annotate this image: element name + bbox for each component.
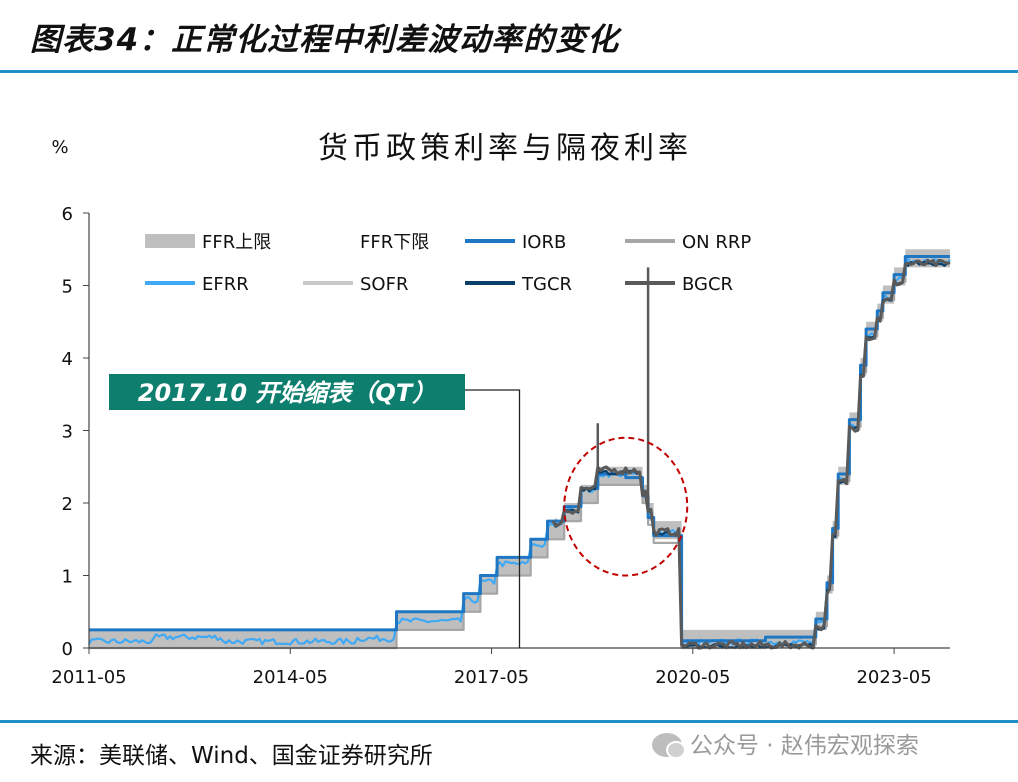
- wechat-icon: [652, 733, 686, 759]
- annotation: 2017.10 开始缩表（QT）: [109, 374, 521, 648]
- watermark-text: 公众号 · 赵伟宏观探索: [690, 733, 919, 759]
- y-tick-label: 1: [62, 567, 73, 588]
- y-tick-label: 2: [62, 494, 73, 515]
- highlight-ellipse: [563, 436, 689, 577]
- series-bgcr: [551, 258, 951, 650]
- figure-title: 图表34：正常化过程中利差波动率的变化: [30, 22, 620, 58]
- legend-label: EFRR: [202, 274, 249, 295]
- axes: 0 1 2 3 4 5 6 2011-05 2014-05 2017-05 2020-05 2023-…: [51, 204, 950, 688]
- chart-title: 货币政策利率与隔夜利率: [318, 131, 692, 166]
- legend-item-ffr上限: FFR上限: [145, 232, 271, 253]
- legend-label: FFR上限: [202, 232, 271, 253]
- x-tick-label: 2017-05: [454, 667, 529, 688]
- legend-swatch: [303, 234, 353, 248]
- y-tick-label: 6: [62, 204, 73, 225]
- legend-label: ON RRP: [682, 232, 751, 253]
- y-tick-label: 0: [62, 639, 73, 660]
- annotation-box: [109, 374, 465, 410]
- x-tick-label: 2014-05: [253, 667, 328, 688]
- watermark: 公众号 · 赵伟宏观探索: [652, 726, 919, 760]
- x-tick-label: 2020-05: [655, 667, 730, 688]
- legend-label: TGCR: [521, 274, 572, 295]
- legend-label: FFR下限: [360, 232, 429, 253]
- y-tick-label: 4: [62, 349, 73, 370]
- legend-label: BGCR: [682, 274, 733, 295]
- y-axis-label: %: [51, 137, 68, 158]
- series-sofr: [552, 260, 951, 648]
- legend-item-tgcr: TGCR: [465, 274, 572, 295]
- legend-item-bgcr: BGCR: [625, 274, 733, 295]
- x-tick-label: 2023-05: [856, 667, 931, 688]
- series-tgcr: [552, 260, 951, 649]
- chart: 货币政策利率与隔夜利率 % 0 1 2 3 4 5 6 2011-05 2014-05 2017-…: [51, 131, 951, 688]
- legend-item-on-rrp: ON RRP: [625, 232, 751, 253]
- legend-label: SOFR: [360, 274, 408, 295]
- y-tick-label: 5: [62, 277, 73, 298]
- series-iorb: [89, 255, 950, 643]
- legend: FFR上限 FFR下限 IORB ON RRP EFRR SOFR TGCR BGCR: [145, 232, 751, 295]
- legend-label: IORB: [522, 232, 566, 253]
- annotation-text: 2017.10 开始缩表（QT）: [138, 379, 436, 407]
- header-rule: [0, 70, 1018, 73]
- legend-item-ffr下限: FFR下限: [303, 232, 429, 253]
- legend-swatch: [145, 234, 195, 248]
- x-tick-label: 2011-05: [51, 667, 126, 688]
- legend-item-efrr: EFRR: [145, 274, 249, 295]
- legend-item-iorb: IORB: [465, 232, 566, 253]
- footer-rule: [0, 720, 1018, 723]
- annotation-leader: [465, 389, 521, 648]
- legend-item-sofr: SOFR: [303, 274, 408, 295]
- y-tick-label: 3: [62, 422, 73, 443]
- source-note: 来源：美联储、Wind、国金证券研究所: [30, 743, 433, 769]
